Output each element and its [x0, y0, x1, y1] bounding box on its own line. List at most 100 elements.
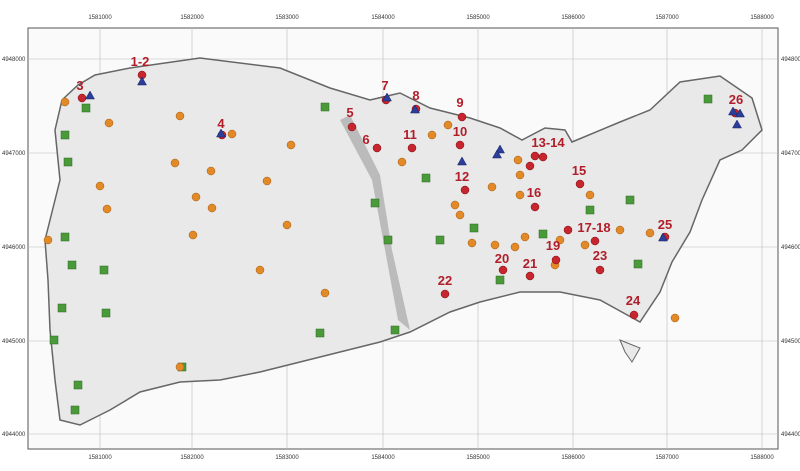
green-square-marker: [99, 265, 109, 275]
site-label: 12: [455, 169, 469, 184]
x-tick-label: 1586000: [561, 455, 585, 461]
orange-marker: [255, 265, 265, 275]
green-square-marker: [315, 328, 325, 338]
red-marker: [530, 151, 540, 161]
x-tick-label: 1584000: [371, 455, 395, 461]
blue-triangle-marker: [658, 232, 668, 242]
orange-marker: [397, 157, 407, 167]
blue-triangle-marker: [457, 156, 467, 166]
site-label: 13-14: [531, 135, 565, 150]
orange-marker: [670, 313, 680, 323]
site-label: 20: [495, 251, 509, 266]
orange-marker: [513, 155, 523, 165]
x-tick-label: 1586000: [561, 15, 585, 21]
orange-marker: [320, 288, 330, 298]
orange-marker: [615, 225, 625, 235]
red-marker: [347, 122, 357, 132]
site-label: 15: [572, 163, 586, 178]
green-square-marker: [67, 260, 77, 270]
orange-marker: [555, 235, 565, 245]
y-tick-label: 4946000: [2, 245, 26, 251]
site-label: 24: [626, 293, 641, 308]
site-label: 5: [346, 105, 353, 120]
site-label: 7: [381, 78, 388, 93]
site-label: 17-18: [577, 220, 610, 235]
red-marker: [595, 265, 605, 275]
blue-triangle-marker: [735, 108, 745, 118]
orange-marker: [455, 210, 465, 220]
x-tick-label: 1585000: [466, 455, 490, 461]
orange-marker: [520, 232, 530, 242]
y-tick-label: 4945000: [781, 339, 800, 345]
orange-marker: [427, 130, 437, 140]
orange-marker: [580, 240, 590, 250]
red-marker: [455, 140, 465, 150]
green-square-marker: [435, 235, 445, 245]
red-marker: [407, 143, 417, 153]
orange-marker: [645, 228, 655, 238]
y-tick-label: 4948000: [781, 57, 800, 63]
red-marker: [525, 271, 535, 281]
blue-triangle-marker: [216, 128, 226, 138]
green-square-marker: [538, 229, 548, 239]
orange-marker: [102, 204, 112, 214]
site-label: 4: [217, 116, 225, 131]
site-label: 21: [523, 256, 537, 271]
green-square-marker: [57, 303, 67, 313]
x-tick-label: 1581000: [88, 455, 112, 461]
green-square-marker: [390, 325, 400, 335]
markers: [43, 70, 745, 415]
red-marker: [629, 310, 639, 320]
red-marker: [563, 225, 573, 235]
x-tick-label: 1588000: [750, 455, 774, 461]
green-square-marker: [585, 205, 595, 215]
green-square-marker: [383, 235, 393, 245]
site-label: 6: [362, 132, 369, 147]
cliff: [340, 115, 410, 330]
islet: [619, 339, 641, 363]
y-tick-label: 4946000: [781, 245, 800, 251]
site-label: 25: [658, 217, 672, 232]
site-label: 22: [438, 273, 452, 288]
y-tick-label: 4944000: [781, 432, 800, 438]
x-tick-label: 1582000: [180, 15, 204, 21]
x-tick-label: 1584000: [371, 15, 395, 21]
x-tick-label: 1588000: [750, 15, 774, 21]
orange-marker: [443, 120, 453, 130]
site-label: 26: [729, 92, 743, 107]
red-marker: [538, 152, 548, 162]
blue-triangle-marker: [728, 106, 738, 116]
red-marker: [460, 185, 470, 195]
site-label: 23: [593, 248, 607, 263]
x-tick-label: 1583000: [275, 15, 299, 21]
green-square-marker: [495, 275, 505, 285]
orange-marker: [467, 238, 477, 248]
green-square-marker: [625, 195, 635, 205]
red-marker: [525, 161, 535, 171]
blue-triangle-marker: [137, 76, 147, 86]
x-tick-label: 1587000: [655, 455, 679, 461]
green-square-marker: [370, 198, 380, 208]
green-square-marker: [703, 94, 713, 104]
green-square-marker: [73, 380, 83, 390]
blue-triangle-marker: [382, 92, 392, 102]
orange-marker: [60, 97, 70, 107]
y-tick-label: 4948000: [2, 57, 26, 63]
green-square-marker: [633, 259, 643, 269]
y-tick-label: 4945000: [2, 339, 26, 345]
orange-marker: [206, 166, 216, 176]
blue-triangle-marker: [492, 149, 502, 159]
green-square-marker: [70, 405, 80, 415]
site-label: 19: [546, 238, 560, 253]
blue-triangle-marker: [410, 104, 420, 114]
green-square-marker: [320, 102, 330, 112]
y-tick-label: 4947000: [781, 151, 800, 157]
orange-marker: [95, 181, 105, 191]
red-marker: [530, 202, 540, 212]
orange-marker: [227, 129, 237, 139]
orange-marker: [170, 158, 180, 168]
orange-marker: [515, 190, 525, 200]
orange-marker: [104, 118, 114, 128]
y-tick-label: 4944000: [2, 432, 26, 438]
